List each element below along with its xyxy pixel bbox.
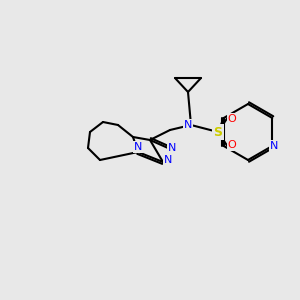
Text: N: N — [168, 143, 176, 153]
Text: N: N — [134, 142, 142, 152]
Text: O: O — [228, 114, 236, 124]
Text: S: S — [214, 125, 223, 139]
Text: N: N — [184, 120, 192, 130]
Text: O: O — [228, 140, 236, 150]
Text: N: N — [270, 141, 278, 151]
Text: N: N — [164, 155, 172, 165]
